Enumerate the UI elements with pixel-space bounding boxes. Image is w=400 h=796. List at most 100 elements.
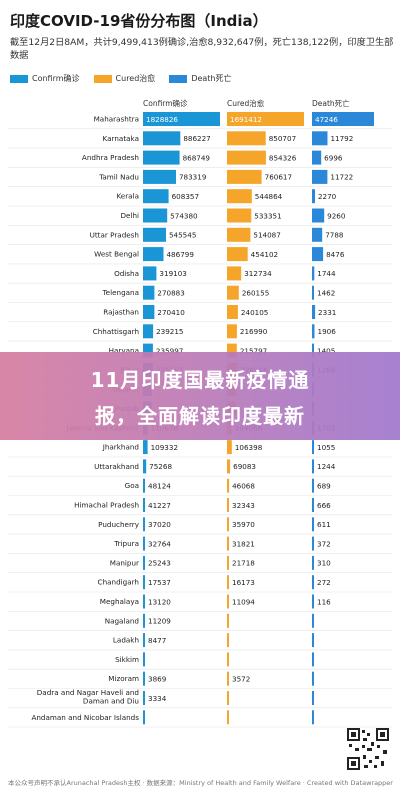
bar-cured [227,150,266,165]
data-label-death: 1405 [317,346,335,355]
category-label: Himachal Pradesh [74,501,139,510]
bar-cured [227,691,229,705]
bar-cured [227,498,229,512]
category-label: Rajasthan [103,308,139,317]
bar-cured [227,324,237,339]
category-label: Dadra and Nagar Haveli and [37,688,139,697]
bar-cured [227,517,229,532]
bar-death [312,343,314,358]
legend-label-cured: Cured治愈 [115,74,156,83]
bar-cured [227,710,229,725]
bar-death [312,691,314,705]
data-label-death: 7788 [325,231,344,240]
chart-subtitle: 截至12月2日8AM，共计9,499,413例确诊,治愈8,932,647例，死… [10,37,394,61]
qr-code-icon [347,728,389,770]
data-label-death: 272 [317,578,331,587]
data-label-death: 6996 [324,153,343,162]
data-label-death: 11792 [330,134,353,143]
bar-death [312,324,315,339]
data-label-cured: 46068 [232,482,255,491]
bar-death [312,613,314,628]
bar-confirm [143,440,148,455]
bar-death [312,478,314,493]
data-label-confirm: 32764 [148,539,171,548]
data-label-death: 8476 [326,250,345,259]
data-label-cured: 544864 [255,192,283,201]
data-label-confirm: 1828826 [146,115,178,124]
data-label-confirm: 17537 [148,578,171,587]
bar-confirm [143,536,145,551]
bar-death [312,633,314,648]
bar-cured [227,594,229,609]
category-label: Sikkim [115,655,139,664]
data-label-cured: 454102 [251,250,278,259]
bar-confirm [143,227,166,242]
bar-cured [227,285,239,300]
bar-confirm [143,517,145,532]
bar-death [312,169,328,184]
bar-confirm [143,305,155,319]
chart-legend: Confirm确诊 Cured治愈 Death死亡 [10,73,232,84]
bar-death [312,652,314,667]
bar-confirm [143,131,181,146]
headline-line-2: 报，全面解读印度最新 [95,404,305,428]
bar-cured [227,247,248,262]
bar-confirm [143,633,145,648]
category-label: Ladakh [113,636,139,645]
data-label-confirm: 608357 [172,192,199,201]
data-label-death: 11722 [330,173,353,182]
bar-cured [227,575,229,590]
bar-confirm [143,343,153,358]
bar-cured [227,266,242,281]
category-label: Puducherry [98,520,140,529]
bar-confirm [143,613,145,628]
data-label-death: 116 [317,597,331,606]
category-label: Delhi [120,211,139,220]
category-label: Haryana [109,346,139,355]
bar-death [312,555,314,570]
category-label: Odisha [114,269,139,278]
bar-cured [227,169,262,184]
column-header: Death死亡 [312,98,350,108]
category-label: Tamil Nadu [98,172,139,181]
category-label: Goa [125,481,139,490]
bar-death [312,594,314,609]
data-label-death: 1462 [317,289,335,298]
bar-confirm [143,459,147,474]
data-label-death: 310 [317,559,331,568]
bar-cured [227,343,237,358]
bar-death [312,440,314,455]
bar-death [312,189,315,204]
data-label-cured: 35970 [232,520,255,529]
bar-confirm [143,189,169,204]
data-label-confirm: 41227 [148,501,171,510]
bar-confirm [143,594,145,609]
bar-confirm [143,691,145,705]
data-label-confirm: 270410 [157,308,185,317]
data-label-confirm: 886227 [183,134,210,143]
data-label-confirm: 75268 [149,462,172,471]
bar-confirm [143,150,180,165]
bar-death [312,112,374,126]
data-label-cured: 312734 [244,269,272,278]
data-label-cured: 514087 [253,231,280,240]
bar-cured [227,536,229,551]
data-label-death: 1906 [318,327,337,336]
data-label-cured: 260155 [242,289,269,298]
legend-swatch-confirm [10,74,28,83]
data-label-cured: 11094 [232,597,255,606]
category-label: Kerala [116,192,139,201]
bar-cured [227,555,229,570]
bar-confirm [143,324,154,339]
category-label: Jharkhand [102,443,139,452]
data-label-confirm: 48124 [148,482,171,491]
data-label-confirm: 270883 [157,289,184,298]
category-label: Andhra Pradesh [82,153,139,162]
headline-banner: 11月印度国最新疫情通 报，全面解读印度最新 [0,352,400,440]
bar-death [312,208,325,223]
data-label-cured: 215797 [240,346,267,355]
data-label-confirm: 11209 [148,617,171,626]
bar-cured [227,478,230,493]
data-label-cured: 3572 [232,675,250,684]
bar-death [312,131,328,146]
